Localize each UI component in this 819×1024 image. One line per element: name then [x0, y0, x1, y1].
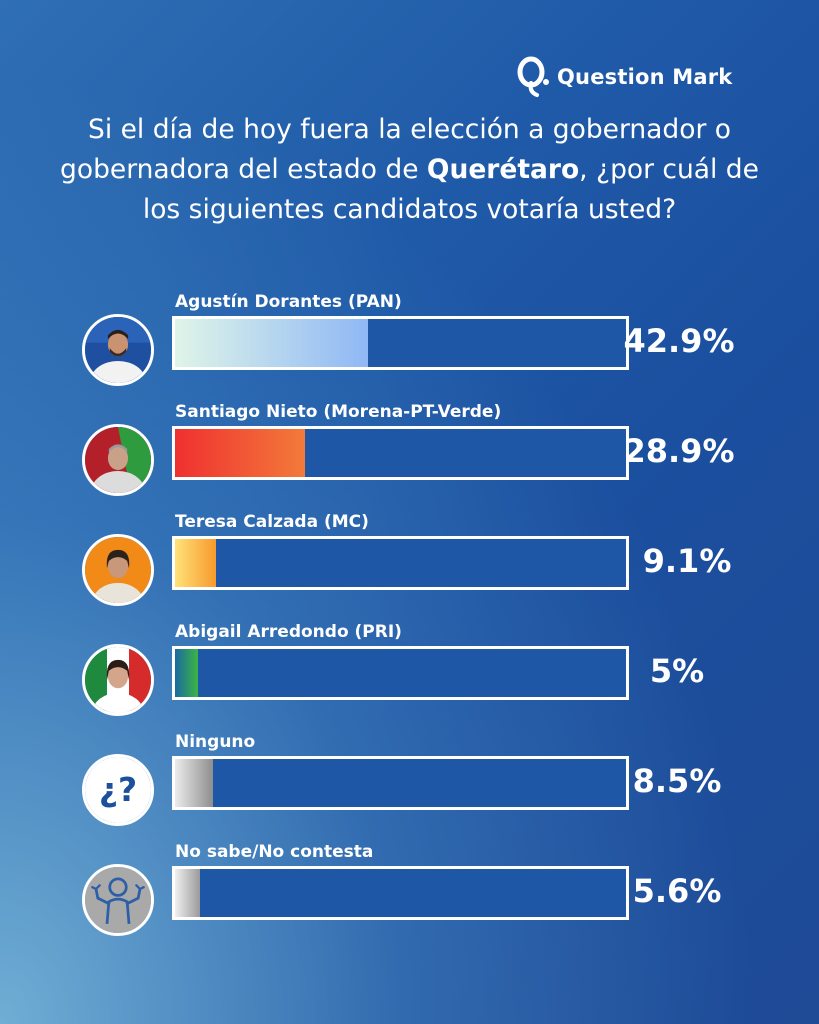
avatar-santiago-nieto: [82, 424, 154, 496]
question-mark-icon: ¿?: [82, 754, 154, 826]
category-label: Agustín Dorantes (PAN): [175, 292, 402, 312]
question-highlight: Querétaro: [426, 154, 580, 185]
category-label: No sabe/No contesta: [175, 842, 374, 862]
category-label: Teresa Calzada (MC): [175, 512, 369, 532]
shrug-person-icon: [82, 864, 154, 936]
category-label: Abigail Arredondo (PRI): [175, 622, 402, 642]
bar-frame: [172, 536, 629, 590]
avatar-abigail-arredondo: [82, 644, 154, 716]
data-label: 8.5%: [632, 762, 722, 800]
question-title: Si el día de hoy fuera la elección a gob…: [40, 110, 779, 230]
brand-logo: Question Mark: [515, 56, 732, 98]
bar: [175, 319, 368, 367]
bar: [175, 759, 213, 807]
chart-row: No sabe/No contesta 5.6%: [0, 842, 819, 946]
data-label: 5%: [649, 652, 705, 690]
data-label: 9.1%: [642, 542, 732, 580]
chart-row: Teresa Calzada (MC) 9.1%: [0, 512, 819, 616]
svg-text:¿?: ¿?: [99, 770, 137, 809]
bar: [175, 539, 216, 587]
bar-frame: [172, 866, 629, 920]
brand-name: Question Mark: [557, 65, 733, 89]
chart-row: ¿? Ninguno 8.5%: [0, 732, 819, 836]
question-text-before: Si el día de hoy fuera la elección a gob…: [60, 114, 731, 185]
avatar-teresa-calzada: [82, 534, 154, 606]
category-label: Santiago Nieto (Morena-PT-Verde): [175, 402, 502, 422]
bar-frame: [172, 646, 629, 700]
bar-frame: [172, 316, 629, 370]
question-text-after: , ¿por cuál de los siguientes candidatos…: [142, 154, 759, 225]
data-label: 42.9%: [623, 322, 735, 360]
q-logo-icon: [517, 56, 549, 97]
bar-frame: [172, 426, 629, 480]
chart-row: Agustín Dorantes (PAN) 42.9%: [0, 292, 819, 396]
chart-row: Abigail Arredondo (PRI) 5%: [0, 622, 819, 726]
avatar-agustin-dorantes: [82, 314, 154, 386]
data-label: 28.9%: [623, 432, 735, 470]
category-label: Ninguno: [175, 732, 256, 752]
chart-row: Santiago Nieto (Morena-PT-Verde) 28.9%: [0, 402, 819, 506]
data-label: 5.6%: [632, 872, 722, 910]
bar: [175, 429, 305, 477]
bar-frame: [172, 756, 629, 810]
bar: [175, 649, 198, 697]
bar: [175, 869, 200, 917]
